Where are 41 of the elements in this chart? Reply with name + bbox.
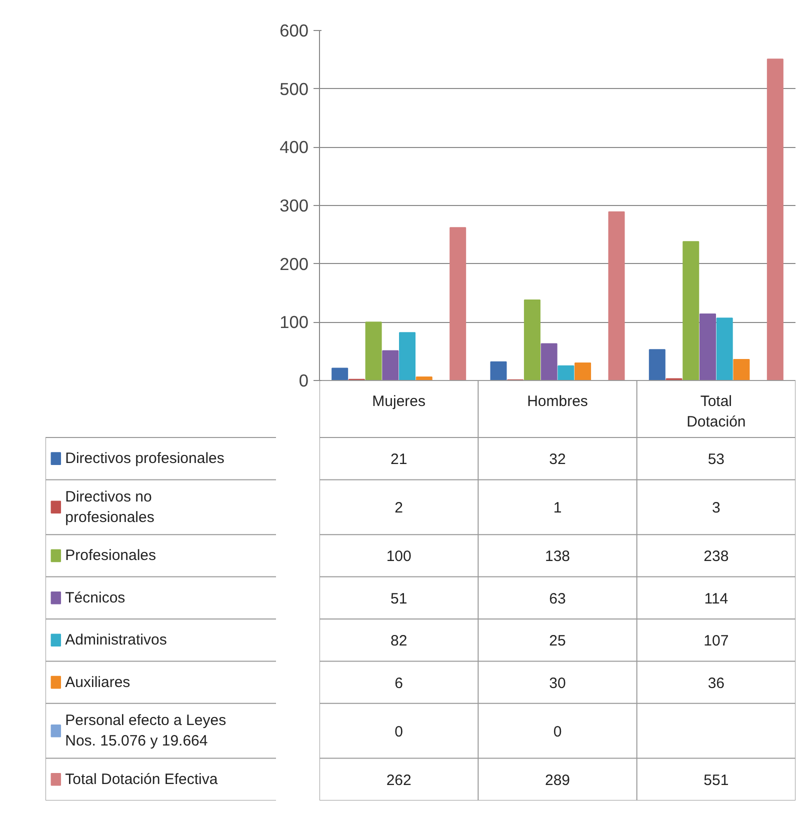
data-label: 289 xyxy=(544,772,570,789)
data-label: 238 xyxy=(704,548,729,566)
y-tick-label: 500 xyxy=(280,78,309,99)
data-label: 0 xyxy=(553,723,562,740)
legend-label: Personal efecto a Leyes Nos. 15.076 y 19.664 xyxy=(65,712,226,750)
y-tick-label: 200 xyxy=(280,254,309,274)
data-label: 21 xyxy=(390,451,408,468)
data-label: 138 xyxy=(544,548,570,566)
data-label: 100 xyxy=(386,548,412,566)
legend-label: Administrativos xyxy=(65,632,167,649)
data-label: 63 xyxy=(549,590,566,608)
data-label: 107 xyxy=(704,632,729,650)
data-label: 0 xyxy=(394,723,404,740)
y-tick-label: 600 xyxy=(280,20,309,40)
data-label: 36 xyxy=(708,674,725,692)
data-label: 32 xyxy=(549,451,566,468)
data-label: 262 xyxy=(386,772,412,789)
x-tick-label: Mujeres xyxy=(372,393,426,410)
y-tick-label: 300 xyxy=(280,196,309,216)
y-tick-label: 400 xyxy=(280,137,309,158)
legend-label: Auxiliares xyxy=(65,674,130,691)
data-label: 30 xyxy=(549,674,566,692)
data-label: 6 xyxy=(394,674,404,692)
x-tick-label: Hombres xyxy=(527,393,588,410)
data-label: 2 xyxy=(394,500,404,517)
data-label: 53 xyxy=(708,451,725,468)
data-label: 25 xyxy=(549,632,566,650)
data-label: 551 xyxy=(704,772,729,789)
legend-label: Directivos profesionales xyxy=(65,450,224,468)
data-label: 1 xyxy=(553,500,562,517)
legend-label: Profesionales xyxy=(65,547,156,564)
legend-label: Total Dotación Efectiva xyxy=(65,770,218,788)
data-label: 51 xyxy=(390,590,408,608)
legend-label: Técnicos xyxy=(65,589,126,606)
data-label: 114 xyxy=(704,590,728,608)
y-tick-label: 0 xyxy=(298,370,309,390)
x-tick-label: Total Dotación xyxy=(686,393,746,431)
data-label: 3 xyxy=(712,500,720,517)
y-tick-label: 100 xyxy=(280,312,309,332)
legend-label: Directivos no profesionales xyxy=(65,488,154,526)
data-label: 82 xyxy=(390,632,408,650)
